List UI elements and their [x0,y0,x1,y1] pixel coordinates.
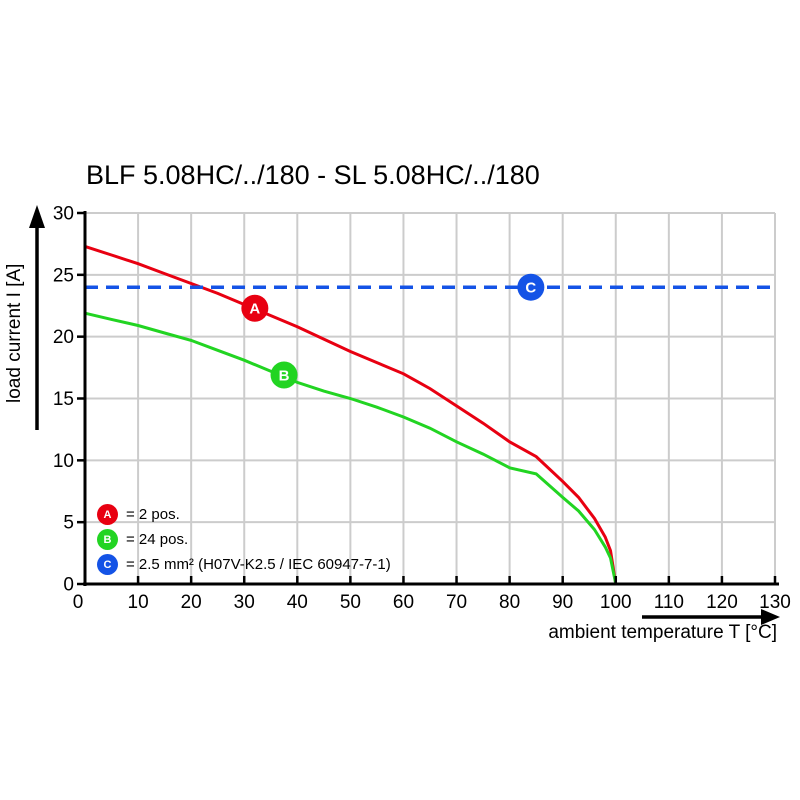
x-tick-label: 130 [759,592,791,613]
y-tick-label: 15 [53,389,74,410]
y-tick-label: 25 [53,265,74,286]
legend-item-b: B = 24 pos. [97,527,391,552]
x-tick-label: 80 [499,592,520,613]
x-axis-label: ambient temperature T [°C] [548,622,777,643]
marker-a-icon [241,294,269,322]
marker-c-icon [517,273,545,301]
marker-b-icon [270,361,298,389]
x-tick-label: 120 [706,592,738,613]
x-tick-label: 30 [234,592,255,613]
marker-a-letter: A [249,301,260,318]
x-tick-label: 110 [654,592,684,613]
legend: A = 2 pos. B = 24 pos. C = 2.5 mm² (H07V… [97,502,391,577]
x-tick-label: 50 [340,592,361,613]
x-tick-label: 20 [181,592,202,613]
legend-item-c: C = 2.5 mm² (H07V-K2.5 / IEC 60947-7-1) [97,552,391,577]
y-tick-label: 0 [63,575,74,596]
y-tick-label: 20 [53,327,74,348]
legend-label-c: = 2.5 mm² (H07V-K2.5 / IEC 60947-7-1) [126,556,391,573]
legend-label-b: = 24 pos. [126,531,189,548]
series-b-symbol: B [97,529,118,550]
legend-item-a: A = 2 pos. [97,502,391,527]
chart-title: BLF 5.08HC/../180 - SL 5.08HC/../180 [86,160,540,190]
series-c-symbol: C [97,554,118,575]
x-tick-label: 100 [600,592,632,613]
marker-c-letter: C [525,280,536,297]
x-tick-label: 40 [287,592,308,613]
curve-b [84,311,618,585]
curve-a [84,244,618,585]
x-tick-label: 10 [128,592,149,613]
series-a-symbol: A [97,504,118,525]
y-tick-label: 30 [53,204,74,225]
y-tick-label: 5 [63,513,74,534]
y-tick-label: 10 [53,451,74,472]
x-axis-arrowhead-icon [761,609,780,625]
legend-label-a: = 2 pos. [126,506,180,523]
x-tick-label: 90 [552,592,573,613]
x-tick-label: 70 [446,592,467,613]
y-axis-arrowhead-icon [29,205,45,228]
x-tick-label: 0 [73,592,84,613]
marker-b-letter: B [279,368,290,385]
x-tick-label: 60 [393,592,414,613]
